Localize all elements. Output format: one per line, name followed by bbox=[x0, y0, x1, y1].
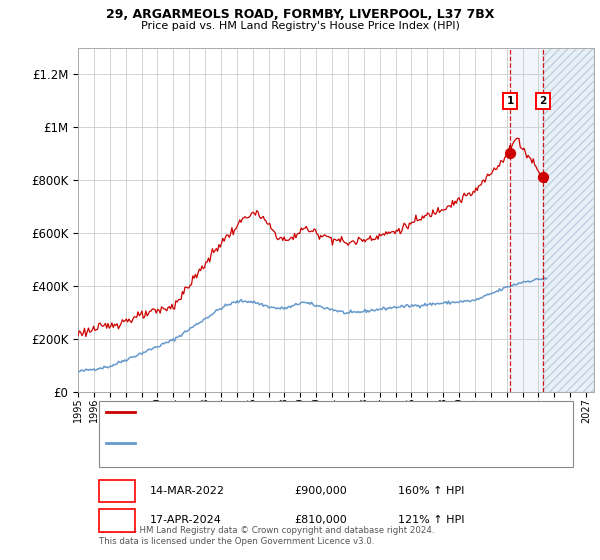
Text: 121% ↑ HPI: 121% ↑ HPI bbox=[398, 516, 464, 525]
Bar bbox=[543, 48, 594, 391]
Point bbox=[538, 173, 548, 182]
Bar bbox=[510, 48, 543, 391]
Text: 160% ↑ HPI: 160% ↑ HPI bbox=[398, 486, 464, 496]
Text: £900,000: £900,000 bbox=[295, 486, 347, 496]
Text: 17-APR-2024: 17-APR-2024 bbox=[150, 516, 222, 525]
Text: HPI: Average price, detached house, Sefton: HPI: Average price, detached house, Seft… bbox=[143, 438, 359, 449]
Text: 14-MAR-2022: 14-MAR-2022 bbox=[150, 486, 225, 496]
Text: 2: 2 bbox=[539, 96, 547, 106]
FancyBboxPatch shape bbox=[98, 401, 574, 467]
Text: Price paid vs. HM Land Registry's House Price Index (HPI): Price paid vs. HM Land Registry's House … bbox=[140, 21, 460, 31]
Text: 1: 1 bbox=[506, 96, 514, 106]
Text: 2: 2 bbox=[113, 516, 121, 525]
Text: 29, ARGARMEOLS ROAD, FORMBY, LIVERPOOL, L37 7BX (detached house): 29, ARGARMEOLS ROAD, FORMBY, LIVERPOOL, … bbox=[143, 407, 511, 417]
Text: 29, ARGARMEOLS ROAD, FORMBY, LIVERPOOL, L37 7BX: 29, ARGARMEOLS ROAD, FORMBY, LIVERPOOL, … bbox=[106, 8, 494, 21]
Text: Contains HM Land Registry data © Crown copyright and database right 2024.
This d: Contains HM Land Registry data © Crown c… bbox=[98, 526, 434, 545]
Text: £810,000: £810,000 bbox=[295, 516, 347, 525]
Text: 1: 1 bbox=[113, 486, 121, 496]
Point bbox=[505, 149, 515, 158]
FancyBboxPatch shape bbox=[98, 479, 135, 502]
FancyBboxPatch shape bbox=[98, 510, 135, 531]
